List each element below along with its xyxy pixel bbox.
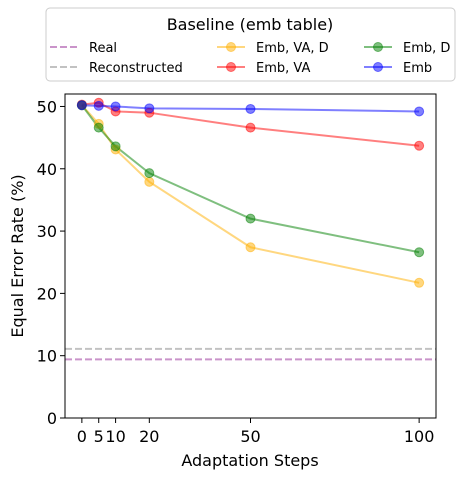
- x-tick-label: 0: [77, 427, 87, 446]
- legend-label: Emb, VA, D: [256, 41, 329, 56]
- data-point-emb-d: [110, 141, 121, 152]
- data-point-emb: [245, 103, 256, 114]
- data-point-emb: [414, 106, 425, 117]
- y-tick-label: 50: [37, 97, 57, 116]
- y-axis-label: Equal Error Rate (%): [8, 174, 27, 337]
- legend-item-emb-va: Emb, VA: [217, 61, 310, 76]
- legend-item-emb-d: Emb, D: [364, 41, 450, 56]
- y-tick-label: 0: [47, 409, 57, 428]
- data-point-emb-d: [93, 122, 104, 133]
- data-point-emb-va-d: [245, 242, 256, 253]
- x-tick-label: 5: [94, 427, 104, 446]
- data-point-emb-d: [144, 168, 155, 179]
- legend-item-reconstructed: Reconstructed: [50, 61, 183, 76]
- plot-frame: [64, 93, 437, 419]
- data-point-emb-va: [414, 140, 425, 151]
- data-point-emb: [76, 100, 87, 111]
- legend-marker: [373, 42, 383, 52]
- legend-item-emb-va-d: Emb, VA, D: [217, 41, 329, 56]
- data-point-emb: [144, 103, 155, 114]
- data-point-emb-va-d: [414, 277, 425, 288]
- legend-label: Reconstructed: [89, 61, 183, 76]
- plot-area: [64, 93, 437, 419]
- legend-label: Emb, D: [403, 41, 450, 56]
- legend-title: Baseline (emb table): [167, 15, 334, 34]
- x-tick-label: 50: [240, 427, 260, 446]
- legend-label: Emb: [403, 61, 432, 76]
- y-tick-label: 10: [37, 347, 57, 366]
- data-point-emb-d: [414, 247, 425, 258]
- x-tick-label: 20: [139, 427, 159, 446]
- data-point-emb-d: [245, 213, 256, 224]
- x-tick-label: 10: [105, 427, 125, 446]
- data-point-emb-va: [245, 122, 256, 133]
- data-point-emb: [110, 101, 121, 112]
- x-axis: 0 5 10 20 50 100: [77, 418, 435, 446]
- legend-label: Emb, VA: [256, 61, 310, 76]
- legend: Baseline (emb table) Real Emb, VA, D Emb, …: [45, 7, 456, 82]
- y-tick-label: 20: [37, 284, 57, 303]
- data-point-emb: [93, 100, 104, 111]
- legend-marker: [226, 42, 236, 52]
- legend-frame: [45, 7, 456, 82]
- legend-label: Real: [89, 41, 117, 56]
- data-point-emb-va-d: [144, 176, 155, 187]
- y-tick-label: 40: [37, 160, 57, 179]
- legend-marker: [226, 62, 236, 72]
- legend-item-emb: Emb: [364, 61, 432, 76]
- x-tick-label: 100: [404, 427, 435, 446]
- legend-item-real: Real: [50, 41, 117, 56]
- y-axis: 0 10 20 30 40 50: [37, 97, 65, 428]
- y-tick-label: 30: [37, 222, 57, 241]
- x-axis-label: Adaptation Steps: [181, 451, 318, 470]
- legend-marker: [373, 62, 383, 72]
